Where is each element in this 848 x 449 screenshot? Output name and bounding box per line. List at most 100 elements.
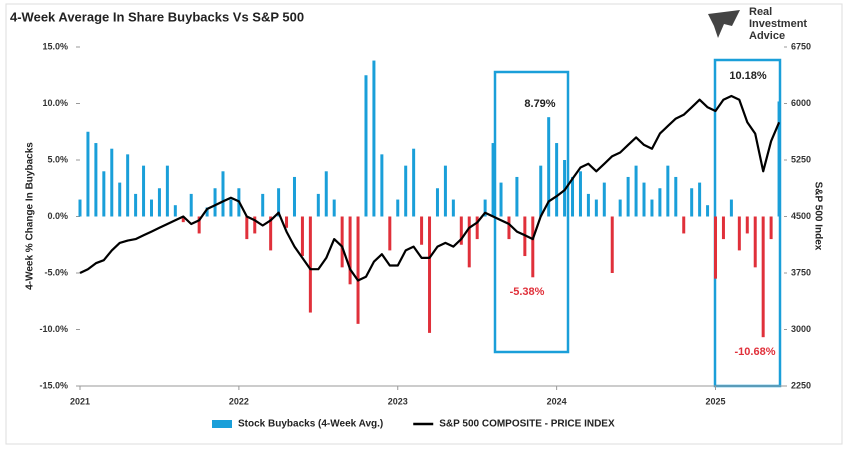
bar [721,216,725,240]
y-tick-label: 15.0% [42,41,68,51]
bar [428,216,432,333]
bar [356,216,360,324]
y2-tick-label: 5250 [791,154,811,164]
bar [102,171,106,217]
bar [205,207,209,217]
logo-text: Investment [749,18,807,30]
bar [221,171,225,217]
bar [134,193,138,217]
x-tick-label: 2024 [547,396,567,406]
bar [547,117,551,217]
bar [78,199,82,217]
bar [380,154,384,217]
bar [666,165,670,217]
bar [245,216,249,240]
bar [396,199,400,217]
bar [110,148,114,217]
bar [515,176,519,217]
bar [531,216,535,278]
chart-title: 4-Week Average In Share Buybacks Vs S&P … [10,9,304,24]
bar [451,199,455,217]
logo-text: Advice [749,30,785,42]
bar [539,165,543,217]
bar [165,165,169,217]
bar [555,143,559,217]
annotation: 10.18% [729,70,767,82]
bar [682,216,686,234]
bar [626,176,630,217]
bar [189,193,193,217]
bar [157,188,161,217]
bar [435,188,439,217]
bar [197,216,201,234]
bar [173,205,177,217]
bar [459,216,463,245]
bar [618,199,622,217]
bar [443,165,447,217]
x-tick-label: 2022 [229,396,249,406]
bar [753,216,757,268]
bar [737,216,741,251]
bar [475,216,479,240]
bar [388,216,392,251]
bar [149,199,153,217]
y2-axis-label: S&P 500 Index [812,182,823,251]
y-tick-label: -15.0% [39,380,68,390]
bar [332,199,336,217]
y-tick-label: -5.0% [44,267,68,277]
y2-tick-label: 6750 [791,41,811,51]
bar [420,216,424,245]
legend-label: S&P 500 COMPOSITE - PRICE INDEX [439,419,615,430]
bar [404,165,408,217]
y-tick-label: -10.0% [39,324,68,334]
bar [491,143,495,217]
x-tick-label: 2021 [70,396,90,406]
bar [650,199,654,217]
bar [285,216,289,228]
logo: Real Investment Advice [708,6,807,42]
y-axis-label: 4-Week % Change In Buybacks [25,142,36,290]
legend-label: Stock Buybacks (4-Week Avg.) [238,419,383,430]
bar [412,148,416,217]
bar [181,216,185,223]
annotation: 8.79% [524,98,555,110]
bar [213,188,217,217]
bar [690,188,694,217]
highlight-box [493,70,570,354]
bar [269,216,273,251]
frame [5,3,843,445]
y2-tick-label: 4500 [791,211,811,221]
bar [118,182,122,217]
bar [372,60,376,217]
bar [594,199,598,217]
y-tick-label: 0.0% [47,211,68,221]
bar [571,176,575,217]
bar [642,182,646,217]
x-tick-label: 2023 [388,396,408,406]
annotation: -5.38% [510,286,545,298]
y-tick-label: 5.0% [47,154,68,164]
bar [698,182,702,217]
logo-text: Real [749,6,772,18]
bar [229,199,233,217]
y2-tick-label: 2250 [791,380,811,390]
x-tick-label: 2025 [705,396,725,406]
bar [610,216,614,273]
bar [499,182,503,217]
bar [586,193,590,217]
bar [348,216,352,285]
bar [300,216,304,257]
y2-tick-label: 3000 [791,324,811,334]
bar [340,216,344,268]
line [79,94,781,282]
bar [316,193,320,217]
bar [483,199,487,217]
bar [761,216,765,338]
bar [507,216,511,240]
bar [674,176,678,217]
bar [126,154,130,217]
bar [324,171,328,217]
bar [364,75,368,217]
bar [261,193,265,217]
bar [292,176,296,217]
